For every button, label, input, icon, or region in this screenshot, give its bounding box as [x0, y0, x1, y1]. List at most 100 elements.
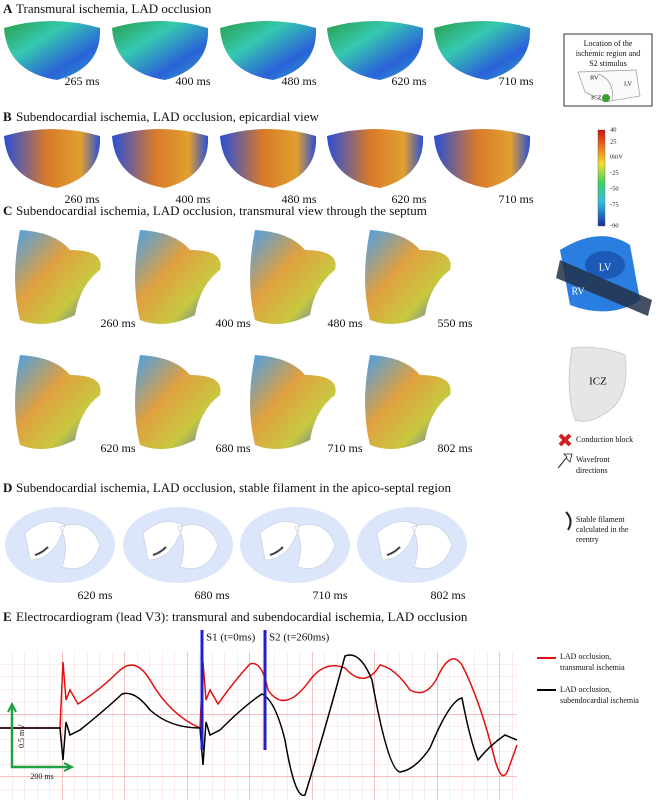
colorbar-label: 25 [610, 138, 617, 145]
colorbar-label: -25 [610, 169, 619, 176]
heart-render [434, 21, 531, 80]
lv-cavity [585, 251, 625, 279]
slice-render [250, 230, 336, 324]
time-label: 620 ms [100, 441, 135, 455]
inset-text: ischemic region and [576, 49, 640, 58]
title: Subendocardial ischemia, LAD occlusion, … [16, 203, 427, 218]
legend-text: Wavefront [576, 455, 610, 464]
legend-d: Stable filament calculated in the reentr… [565, 511, 629, 544]
time-label: 680 ms [215, 441, 250, 455]
time-label: 620 ms [77, 588, 112, 602]
time-label: 620 ms [391, 74, 426, 88]
time-label: 802 ms [437, 441, 472, 455]
stimulus-label: S1 (t=0ms) [206, 632, 256, 644]
legend-text: reentry [576, 535, 599, 544]
heart-render [220, 21, 317, 80]
inset-label: RV [590, 74, 599, 81]
stimulus-label: S2 (t=260ms) [269, 632, 330, 644]
letter: E [3, 609, 12, 624]
letter: A [3, 1, 13, 16]
colorbar-label: 40 [610, 126, 617, 133]
label: RV [571, 286, 585, 297]
inset-text: S2 stimulus [589, 59, 627, 68]
legend-text: LAD occlusion, [560, 685, 611, 694]
ecg-transmural [0, 658, 518, 777]
heart-render [434, 129, 531, 188]
colorbar: 40 25 0mV -25 -50 -75 -90 [597, 126, 623, 229]
legend-text: LAD occlusion, [560, 652, 611, 661]
scale-bar [10, 706, 70, 769]
panel-e-title: E Electrocardiogram (lead V3): transmural… [3, 609, 468, 624]
time-label: 260 ms [100, 316, 135, 330]
time-label: 802 ms [430, 588, 465, 602]
letter: D [3, 480, 12, 495]
scale-arrows [7, 701, 75, 772]
colorbar-label: 0mV [610, 153, 623, 160]
letter: B [3, 109, 12, 124]
heart-render [4, 129, 101, 188]
panel-a-title: A Transmural ischemia, LAD occlusion [3, 1, 212, 16]
slice-render [135, 230, 221, 324]
arrow-icon [557, 453, 573, 469]
filament [269, 546, 284, 556]
colorbar-label: -50 [610, 185, 619, 192]
colorbar-label: -75 [610, 201, 619, 208]
time-label: 710 ms [498, 74, 533, 88]
time-label: 480 ms [281, 74, 316, 88]
title: Transmural ischemia, LAD occlusion [16, 1, 212, 16]
time-label: 550 ms [437, 316, 472, 330]
time-label: 620 ms [391, 192, 426, 206]
legend-text: Conduction block [576, 435, 633, 444]
panel-c-title: C Subendocardial ischemia, LAD occlusion,… [3, 203, 427, 218]
panel-b-title: B Subendocardial ischemia, LAD occlusion,… [3, 109, 319, 124]
heart-render [376, 520, 453, 570]
time-label: 710 ms [498, 192, 533, 206]
time-label: 710 ms [312, 588, 347, 602]
heart-render [112, 129, 209, 188]
legend-text: Stable filament [576, 515, 625, 524]
block-icon [558, 433, 572, 447]
heart-render [259, 520, 336, 570]
title: Subendocardial ischemia, LAD occlusion, … [16, 109, 319, 124]
time-label: 400 ms [175, 192, 210, 206]
filament [386, 546, 401, 556]
legend-text: subendocardial ischemia [560, 696, 639, 705]
slice-render [365, 230, 451, 324]
slice-render [250, 355, 336, 449]
legend-text: transmural ischemia [560, 663, 625, 672]
time-label: 710 ms [327, 441, 362, 455]
colorbar-scale [597, 129, 606, 227]
label: LV [599, 262, 612, 273]
heart-render [327, 129, 424, 188]
inset: Location of the ischemic region and S2 s… [563, 33, 653, 107]
ecg-grid [0, 652, 517, 800]
filament-icon [565, 511, 572, 531]
legend-text: calculated in the [576, 525, 629, 534]
time-label: 680 ms [194, 588, 229, 602]
heart-render [4, 21, 101, 80]
heart-render [112, 21, 209, 80]
ecg: S1 (t=0ms) S2 (t=260ms) 0.5 mV 200 ms LA… [0, 630, 639, 800]
time-label: 400 ms [215, 316, 250, 330]
colorbar-label: -90 [610, 222, 619, 229]
icz-view [568, 346, 627, 422]
legend-c: Conduction block Wavefront directions [557, 433, 633, 475]
title: Subendocardial ischemia, LAD occlusion, … [16, 480, 452, 495]
scale-label: 0.5 mV [17, 724, 26, 748]
slice-render [15, 230, 101, 324]
filament [152, 546, 167, 556]
title: Electrocardiogram (lead V3): transmural … [16, 609, 468, 624]
scale-label: 200 ms [30, 772, 53, 781]
time-label: 480 ms [281, 192, 316, 206]
slice-render [15, 355, 101, 449]
heart-render [327, 21, 424, 80]
septum-views: LV RV ICZ [556, 236, 652, 422]
time-label: 400 ms [175, 74, 210, 88]
time-label: 480 ms [327, 316, 362, 330]
label: ICZ [589, 376, 607, 388]
panel-d-title: D Subendocardial ischemia, LAD occlusion,… [3, 480, 452, 495]
letter: C [3, 203, 12, 218]
inset-heart [577, 69, 641, 103]
heart-render [24, 520, 101, 570]
